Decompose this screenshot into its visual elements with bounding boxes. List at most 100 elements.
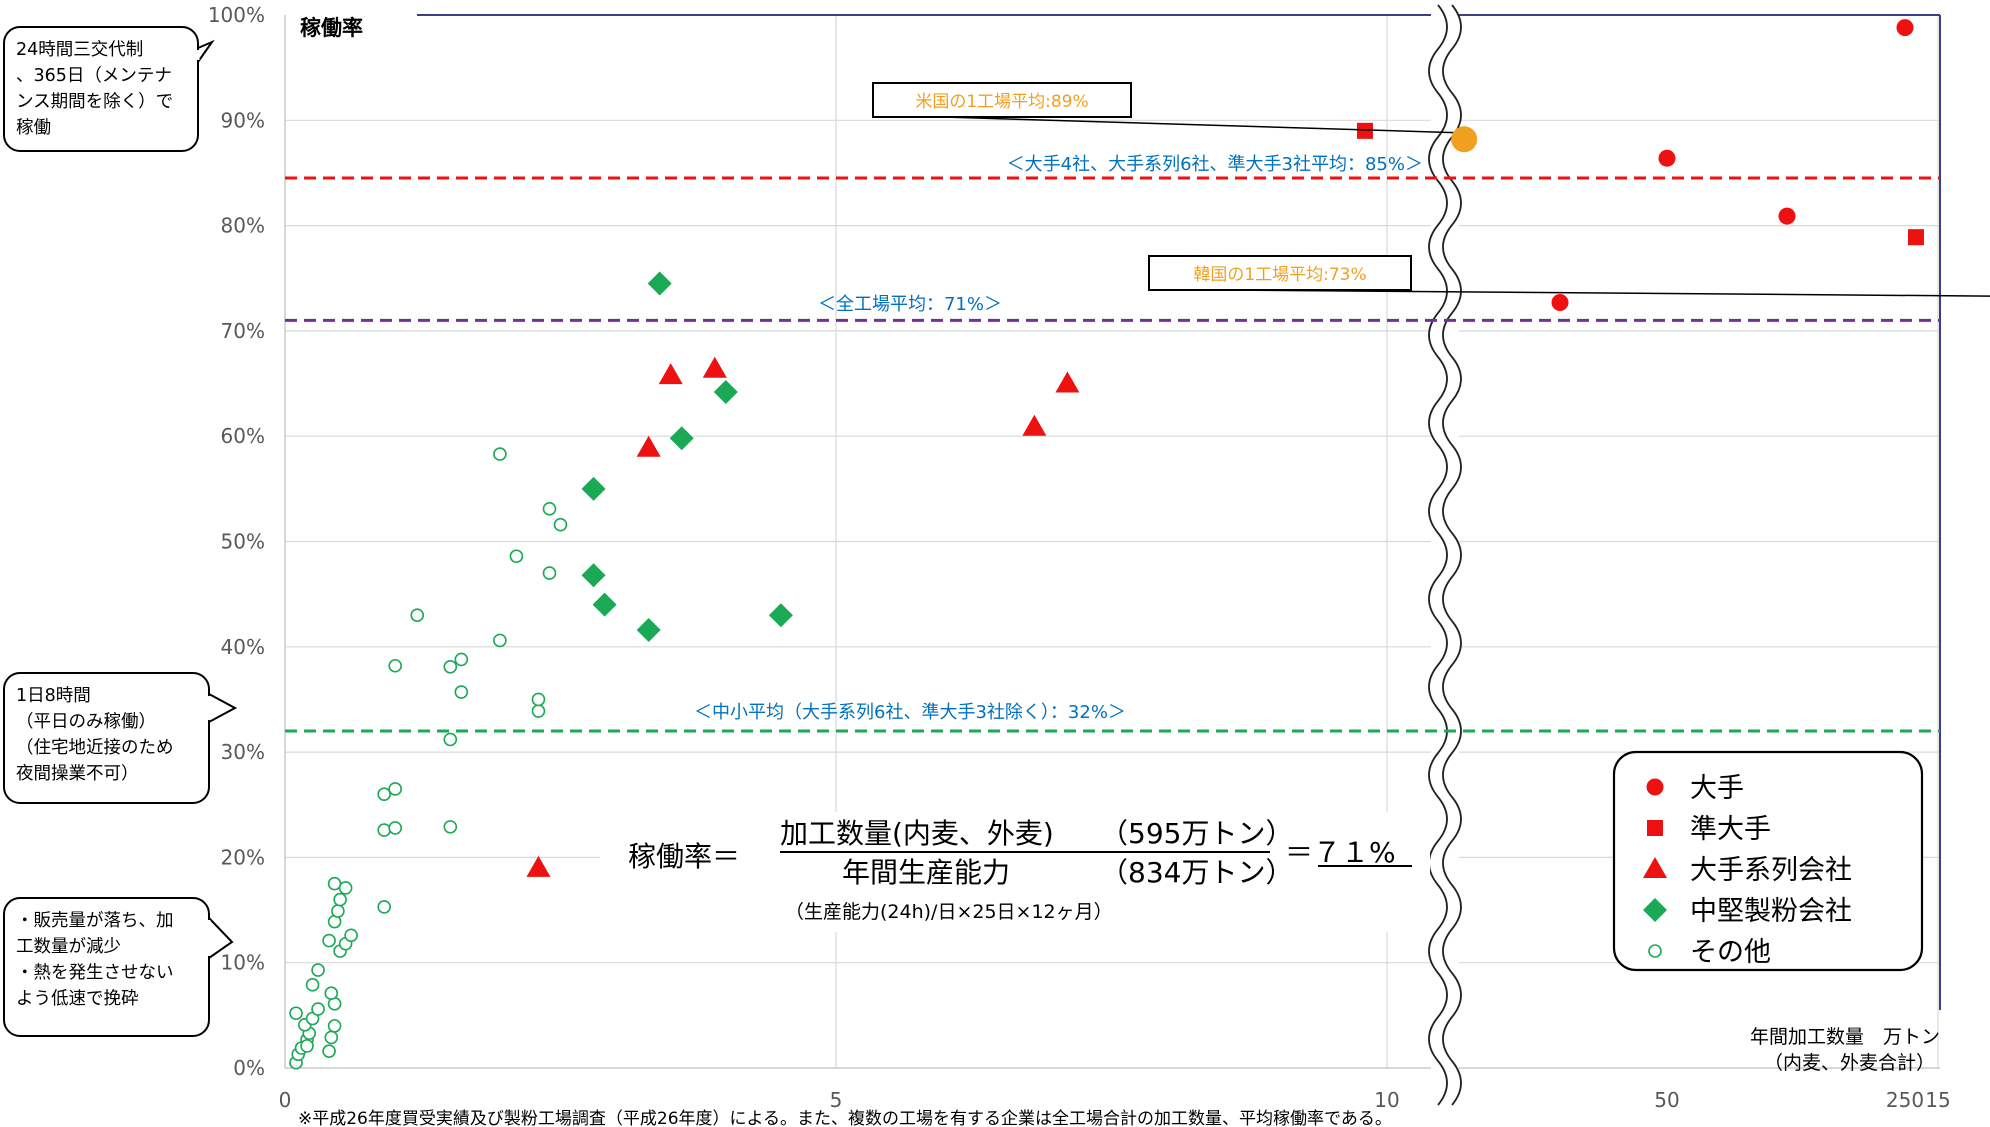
x-tick-label: 0 <box>279 1088 292 1112</box>
x-tick-label: 5 <box>830 1088 843 1112</box>
callout-leader <box>1218 289 1990 297</box>
callout-label: 米国の1工場平均:89% <box>915 92 1088 112</box>
annotation-pointer <box>197 39 215 66</box>
annotation-line: （住宅地近接のため <box>16 738 174 758</box>
data-point <box>324 986 339 1001</box>
formula-lhs: 稼働率＝ <box>628 840 740 873</box>
reference-line-label: ＜中小平均（大手系列6社、準大手3社除く）：32%＞ <box>694 702 1126 723</box>
annotation-pointer <box>208 692 238 724</box>
formula-note: （生産能力(24h)/日×25日×12ヶ月） <box>785 901 1113 923</box>
y-tick-label: 10% <box>221 951 265 975</box>
y-tick-label: 60% <box>221 424 265 448</box>
legend-marker <box>1647 820 1663 836</box>
data-point <box>509 549 524 564</box>
annotation-line: よう低速で挽砕 <box>16 989 139 1009</box>
data-point <box>526 855 551 877</box>
formula-numerator-value: （595万トン） <box>1100 817 1293 850</box>
data-point <box>542 502 557 516</box>
y-tick-label: 0% <box>233 1056 265 1080</box>
callout-point <box>1451 126 1478 153</box>
annotation-line: 夜間操業不可） <box>16 764 139 784</box>
data-point <box>443 732 458 747</box>
data-point <box>542 566 557 580</box>
formula-denominator: 年間生産能力 <box>842 856 1010 889</box>
x-tick-label: 50 <box>1654 1088 1679 1112</box>
x-axis-title: 年間加工数量 万トン <box>1750 1026 1940 1048</box>
footnote: ※平成26年度買受実績及び製粉工場調査（平成26年度）による。また、複数の工場を… <box>298 1109 1392 1127</box>
data-point <box>581 476 606 501</box>
x-tick-label: 10 <box>1374 1088 1399 1112</box>
x-tick-label: 15 <box>1925 1088 1950 1112</box>
callout-leader <box>942 116 1475 135</box>
y-tick-label: 100% <box>208 3 265 27</box>
data-point <box>581 563 606 588</box>
data-point <box>553 517 568 532</box>
y-axis-title: 稼働率 <box>300 16 363 40</box>
data-point <box>1907 229 1924 246</box>
callout-label: 韓国の1工場平均:73% <box>1193 265 1366 285</box>
formula: 稼働率＝ 加工数量(内麦、外麦) （595万トン） 年間生産能力 （834万トン）＝７１… <box>600 812 1430 932</box>
legend-label: 準大手 <box>1690 814 1771 845</box>
annotation-box <box>3 26 199 152</box>
annotation-line: 、365日（メンテナ <box>16 66 172 86</box>
data-point <box>327 876 342 891</box>
x-tick-label: 250 <box>1886 1088 1924 1112</box>
y-tick-label: 90% <box>221 108 265 132</box>
legend-label: 大手系列会社 <box>1690 855 1852 886</box>
y-tick-label: 50% <box>221 530 265 554</box>
data-point <box>311 963 325 977</box>
annotation-line: 24時間三交代制 <box>16 40 143 60</box>
annotation-line: 工数量が減少 <box>16 937 121 957</box>
annotation-line: ンス期間を除く）で <box>16 92 173 112</box>
data-point <box>443 820 458 834</box>
data-point <box>377 900 391 914</box>
legend-marker <box>1643 898 1667 922</box>
legend-label: 大手 <box>1690 773 1744 804</box>
data-point <box>669 426 694 451</box>
data-point <box>1356 122 1373 139</box>
data-point <box>647 271 672 296</box>
formula-result: ＝７１% <box>1285 836 1396 869</box>
data-point <box>658 363 683 385</box>
data-point <box>531 692 546 707</box>
y-tick-label: 40% <box>221 635 265 659</box>
data-point <box>344 928 358 943</box>
series-circle <box>1551 19 1914 311</box>
data-point <box>531 704 546 718</box>
data-point <box>592 592 617 617</box>
axis-layer: 0% 10% 20% 30% 40% 50% 60% 70% 80% 90% 100% 稼働率 0 5 10… <box>208 3 1951 1127</box>
annotation-line: 1日8時間 <box>16 686 91 706</box>
annotation-line: ・販売量が落ち、加 <box>16 911 174 931</box>
legend-marker <box>1646 778 1664 796</box>
data-point <box>377 787 391 802</box>
data-point <box>1055 371 1080 393</box>
data-point <box>331 904 345 918</box>
data-point <box>493 633 507 648</box>
axis-break-line <box>1442 4 1462 1106</box>
data-point <box>377 823 391 837</box>
data-point <box>443 660 458 674</box>
data-point <box>322 933 336 948</box>
data-point <box>768 603 793 628</box>
y-tick-label: 30% <box>221 740 265 764</box>
data-point <box>702 356 727 378</box>
data-point <box>1658 149 1676 167</box>
data-point <box>305 978 320 992</box>
legend-label: その他 <box>1690 937 1771 968</box>
series-diamond <box>581 271 793 642</box>
legend-marker <box>1648 944 1662 958</box>
x-axis-subtitle: （内麦、外麦合計） <box>1764 1052 1935 1074</box>
data-point <box>289 1006 303 1021</box>
data-point <box>636 617 661 642</box>
y-tick-label: 70% <box>221 319 265 343</box>
data-point <box>327 1019 342 1033</box>
data-point <box>300 1039 314 1053</box>
y-tick-label: 80% <box>221 214 265 238</box>
data-point <box>636 435 661 457</box>
